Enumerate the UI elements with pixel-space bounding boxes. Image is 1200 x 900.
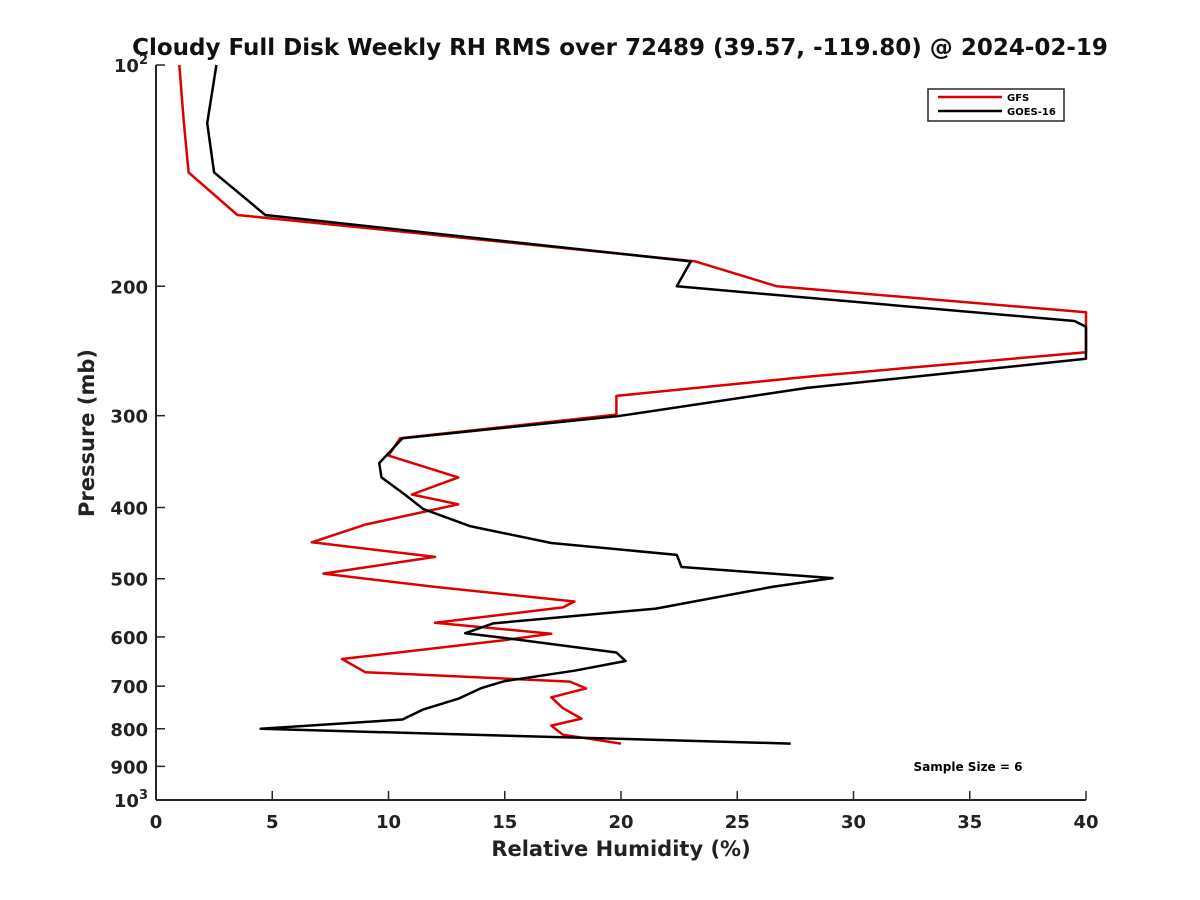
legend-label-goes16: GOES-16 <box>1007 107 1056 118</box>
y-tick-label: 900 <box>110 757 148 778</box>
x-tick-label: 10 <box>376 812 401 833</box>
x-axis-label: Relative Humidity (%) <box>491 837 750 861</box>
x-tick-label: 25 <box>725 812 750 833</box>
series-layer <box>178 64 1088 745</box>
y-tick-label: 400 <box>110 499 148 520</box>
y-tick-label: 500 <box>110 570 148 591</box>
x-tick-label: 0 <box>150 812 163 833</box>
legend-label-gfs: GFS <box>1007 93 1029 104</box>
sample-size-annotation: Sample Size = 6 <box>914 760 1023 774</box>
series-line-gfs <box>178 64 1088 745</box>
y-axis-label: Pressure (mb) <box>75 349 99 517</box>
axes-layer <box>155 65 1086 801</box>
x-tick-label: 35 <box>957 812 982 833</box>
ticks-layer: 0 5 10 15 20 25 30 35 40 102 200 300 400 500 600 700 800… <box>110 53 1098 833</box>
x-tick-label: 15 <box>492 812 517 833</box>
y-tick-label: 300 <box>110 407 148 428</box>
y-tick-label: 800 <box>110 720 148 741</box>
y-tick-label: 600 <box>110 628 148 649</box>
x-tick-label: 5 <box>266 812 279 833</box>
legend: GFS GOES-16 <box>927 88 1065 122</box>
y-tick-label: 700 <box>110 677 148 698</box>
y-tick-label: 102 <box>114 53 148 77</box>
legend-box <box>927 88 1065 122</box>
x-tick-label: 20 <box>608 812 633 833</box>
y-tick-label: 200 <box>110 277 148 298</box>
series-line-goes16 <box>205 64 1088 745</box>
x-tick-label: 40 <box>1073 812 1098 833</box>
chart-title: Cloudy Full Disk Weekly RH RMS over 7248… <box>132 35 1108 61</box>
y-tick-label: 103 <box>114 788 148 812</box>
x-tick-label: 30 <box>841 812 866 833</box>
